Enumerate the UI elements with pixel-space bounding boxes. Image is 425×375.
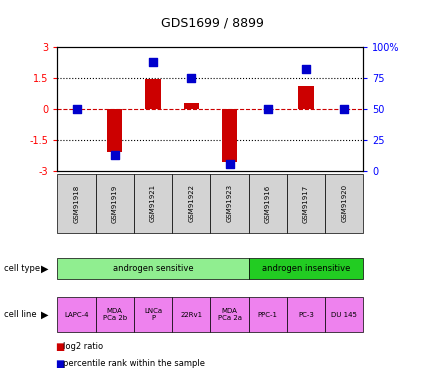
Bar <box>145 79 161 109</box>
Text: PPC-1: PPC-1 <box>258 312 278 318</box>
Point <box>188 75 195 81</box>
Point <box>303 66 309 72</box>
Text: GSM91920: GSM91920 <box>341 184 347 222</box>
Point <box>341 106 348 112</box>
Text: LNCa
P: LNCa P <box>144 308 162 321</box>
Text: ■: ■ <box>55 359 65 369</box>
Bar <box>184 103 199 109</box>
Text: androgen insensitive: androgen insensitive <box>262 264 350 273</box>
Text: MDA
PCa 2a: MDA PCa 2a <box>218 308 241 321</box>
Point <box>150 59 156 65</box>
Text: DU 145: DU 145 <box>332 312 357 318</box>
Text: cell type: cell type <box>4 264 40 273</box>
Text: log2 ratio: log2 ratio <box>63 342 103 351</box>
Text: ▶: ▶ <box>41 310 48 320</box>
Text: GSM91917: GSM91917 <box>303 184 309 223</box>
Text: 22Rv1: 22Rv1 <box>180 312 202 318</box>
Text: MDA
PCa 2b: MDA PCa 2b <box>103 308 127 321</box>
Text: GSM91916: GSM91916 <box>265 184 271 223</box>
Text: PC-3: PC-3 <box>298 312 314 318</box>
Bar <box>107 109 122 152</box>
Bar <box>222 109 237 162</box>
Text: ■: ■ <box>55 342 65 352</box>
Text: GSM91918: GSM91918 <box>74 184 79 223</box>
Text: percentile rank within the sample: percentile rank within the sample <box>63 359 205 368</box>
Text: cell line: cell line <box>4 310 37 319</box>
Text: GSM91921: GSM91921 <box>150 184 156 222</box>
Text: GDS1699 / 8899: GDS1699 / 8899 <box>161 17 264 30</box>
Bar <box>298 86 314 109</box>
Text: GSM91923: GSM91923 <box>227 184 232 222</box>
Text: GSM91919: GSM91919 <box>112 184 118 223</box>
Point <box>264 106 271 112</box>
Point <box>111 152 118 157</box>
Point <box>226 161 233 167</box>
Text: LAPC-4: LAPC-4 <box>64 312 89 318</box>
Text: androgen sensitive: androgen sensitive <box>113 264 193 273</box>
Point <box>73 106 80 112</box>
Text: GSM91922: GSM91922 <box>188 184 194 222</box>
Text: ▶: ▶ <box>41 264 48 273</box>
